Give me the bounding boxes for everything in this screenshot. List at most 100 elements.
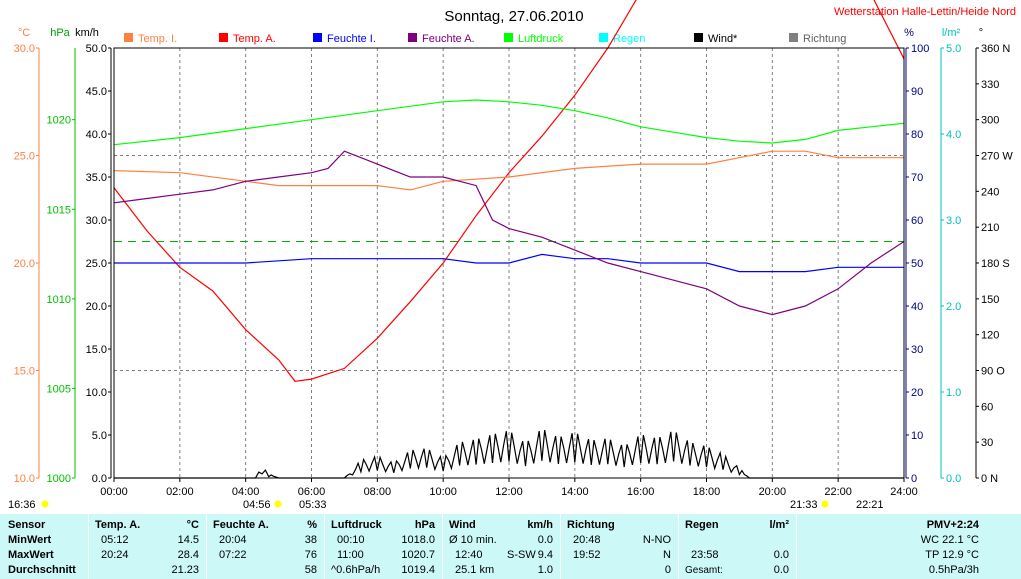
stats-feuchte-a-avg: 58: [304, 564, 317, 576]
x-axis: 00:00 02:00 04:00 06:00 08:00 10:00 12:00 14:00…: [100, 478, 918, 498]
direction-tick-label: 30: [981, 437, 993, 449]
stats-feuchte-a-title: Feuchte A.: [213, 519, 269, 531]
stats-wind-title: Wind: [449, 519, 476, 531]
legend-swatch: [408, 33, 417, 42]
rain-tick-label: 0.0: [946, 473, 961, 485]
stats-luftdruck-title: Luftdruck: [331, 519, 382, 531]
stats-row-avg: Durchschnitt: [8, 564, 76, 576]
stats-richtung-min: N-NO: [642, 534, 671, 546]
stats-wind-distance: 25.1 km: [455, 564, 495, 576]
x-tick-label: 06:00: [298, 486, 326, 498]
wind-tick-label: 20.0: [86, 301, 107, 313]
legend-swatch: [219, 33, 228, 42]
x-tick-label: 14:00: [561, 486, 589, 498]
stats-sensor-title: Sensor: [8, 519, 46, 531]
wind-tick-label: 5.0: [92, 430, 107, 442]
pressure-tick-label: 1020: [47, 115, 71, 127]
stats-wind-unit: km/h: [527, 519, 553, 531]
stats-richtung: Richtung 20:48 N-NO 19:52 N 0: [560, 514, 679, 579]
humidity-tick-label: 50: [911, 258, 923, 270]
stats-regen-max: 0.0: [773, 549, 789, 561]
stats-richtung-title: Richtung: [567, 519, 615, 531]
stats-wind-max-dir: S-SW: [507, 549, 536, 561]
legend-swatch: [313, 33, 322, 42]
x-tick-label: 00:00: [100, 486, 128, 498]
stats-feuchte-a-max: 76: [304, 549, 317, 561]
direction-tick-label: 240: [981, 186, 999, 198]
direction-tick-label: 60: [981, 401, 993, 413]
series-line-luftdruck: [113, 99, 905, 146]
legend-label: Regen: [613, 33, 645, 45]
series-line-feuchte-i: [114, 253, 904, 273]
direction-tick-label: 0 N: [981, 473, 998, 485]
direction-tick-label: 330: [981, 79, 999, 91]
stats-wind-max: 9.4: [537, 549, 553, 561]
sunset2-time: 22:21: [856, 499, 884, 511]
stats-wind-avg10: 0.0: [537, 534, 553, 546]
temp-tick-label: 20.0: [14, 258, 35, 270]
x-tick-label: 22:00: [824, 486, 852, 498]
legend-label: Richtung: [803, 33, 846, 45]
humidity-tick-label: 40: [911, 301, 923, 313]
stats-luftdruck: Luftdruck hPa 00:10 1018.0 11:00 1020.7 …: [324, 514, 443, 579]
stats-regen-total-label: Gesamt:: [685, 565, 723, 576]
stats-luftdruck-max-time: 11:00: [337, 549, 364, 561]
sunrise2-time: 05:33: [299, 499, 327, 511]
legend-label: Luftdruck: [518, 33, 564, 45]
pressure-tick-label: 1005: [47, 383, 71, 395]
sun-left-time: 16:36: [8, 499, 36, 511]
sunrise-time: 04:56: [243, 499, 271, 511]
stats-luftdruck-min-time: 00:10: [337, 534, 365, 546]
stats-feuchte-a: Feuchte A. % 20:04 38 07:22 76 58: [206, 514, 325, 579]
series-line-temp-i: [113, 150, 904, 191]
x-tick-label: 16:00: [627, 486, 655, 498]
x-tick-label: 20:00: [759, 486, 787, 498]
stats-luftdruck-max: 1020.7: [401, 549, 435, 561]
wind-tick-label: 45.0: [86, 86, 107, 98]
statistics-panel: Sensor MinWert MaxWert Durchschnitt Temp…: [0, 514, 1021, 579]
legend-swatch: [694, 33, 703, 42]
temp-tick-label: 10.0: [14, 473, 35, 485]
chart-title: Sonntag, 27.06.2010: [444, 8, 583, 25]
humidity-tick-label: 10: [911, 430, 923, 442]
stats-feuchte-a-max-time: 07:22: [219, 549, 247, 561]
legend-label: Temp. A.: [233, 33, 276, 45]
stats-pmv-title: PMV+2:24: [926, 519, 979, 531]
stats-richtung-max-time: 19:52: [573, 549, 601, 561]
direction-tick-label: 360 N: [981, 43, 1010, 55]
stats-luftdruck-trend: ^0.6hPa/h: [331, 564, 381, 576]
direction-tick-label: 300: [981, 115, 999, 127]
series-line-temp-a: [113, 0, 905, 382]
stats-pmv-pressure-trend: 0.5hPa/3h: [928, 564, 979, 576]
wind-tick-label: 10.0: [86, 387, 107, 399]
wind-axis-label: km/h: [75, 27, 99, 39]
series-group: [113, 0, 905, 479]
pressure-tick-label: 1015: [47, 204, 71, 216]
stats-temp-a-title: Temp. A.: [95, 519, 141, 531]
series-line-feuchte-a: [113, 150, 905, 316]
stats-temp-a-unit: °C: [186, 519, 199, 531]
axes: 30.025.020.015.010.010201015101010051000…: [14, 43, 1014, 485]
wind-tick-label: 0.0: [92, 473, 107, 485]
sun-icon: [41, 500, 49, 508]
pressure-axis-label: hPa: [50, 27, 70, 39]
stats-feuchte-a-unit: %: [307, 519, 317, 531]
stats-regen-total: 0.0: [773, 564, 789, 576]
stats-feuchte-a-min: 38: [304, 534, 317, 546]
weather-chart: Sonntag, 27.06.2010 Wetterstation Halle-…: [8, 0, 1016, 511]
stats-temp-a-max-time: 20:24: [101, 549, 129, 561]
humidity-tick-label: 60: [911, 215, 923, 227]
stats-luftdruck-avg: 1019.4: [401, 564, 435, 576]
humidity-tick-label: 70: [911, 172, 923, 184]
sunrise-icon: [274, 500, 282, 508]
pressure-tick-label: 1010: [47, 294, 71, 306]
humidity-tick-label: 80: [911, 129, 923, 141]
legend-swatch: [599, 33, 608, 42]
stats-regen-title: Regen: [685, 519, 719, 531]
humidity-tick-label: 90: [911, 86, 923, 98]
stats-wind-avg: 1.0: [537, 564, 553, 576]
legend-label: Wind*: [708, 33, 738, 45]
stats-wind-max-time: 12:40: [455, 549, 483, 561]
humidity-tick-label: 100: [911, 43, 929, 55]
temp-tick-label: 15.0: [14, 366, 35, 378]
